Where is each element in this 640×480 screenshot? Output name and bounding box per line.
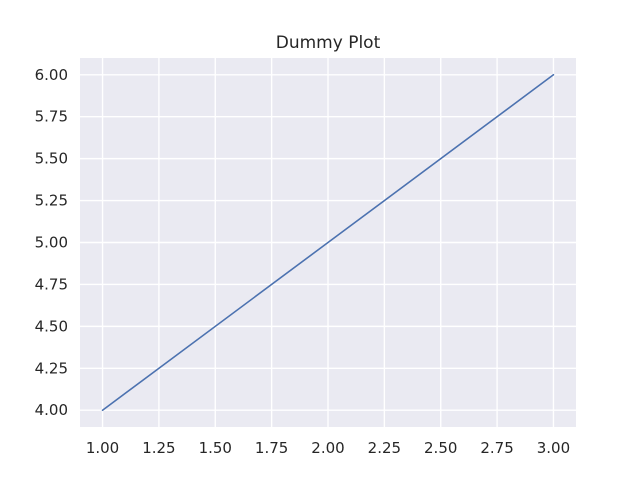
y-tick-label: 5.75 — [35, 108, 68, 126]
y-axis-ticks: 4.00 4.25 4.50 4.75 5.00 5.25 5.50 5.75 6.00 — [35, 66, 68, 419]
x-tick-label: 3.00 — [537, 439, 570, 457]
y-tick-label: 4.75 — [35, 275, 68, 293]
x-tick-label: 1.25 — [142, 439, 175, 457]
y-tick-label: 5.25 — [35, 192, 68, 210]
y-tick-label: 5.50 — [35, 150, 68, 168]
chart-title: Dummy Plot — [276, 33, 381, 53]
x-tick-label: 2.25 — [368, 439, 401, 457]
y-tick-label: 4.50 — [35, 317, 68, 335]
x-tick-label: 2.50 — [424, 439, 457, 457]
x-tick-label: 1.50 — [199, 439, 232, 457]
x-tick-label: 1.75 — [255, 439, 288, 457]
x-tick-label: 2.75 — [480, 439, 513, 457]
series-line — [101, 73, 555, 412]
y-tick-label: 4.25 — [35, 359, 68, 377]
y-tick-label: 4.00 — [35, 401, 68, 419]
x-tick-label: 1.00 — [86, 439, 119, 457]
series-layer — [101, 73, 555, 412]
x-axis-ticks: 1.00 1.25 1.50 1.75 2.00 2.25 2.50 2.75 3.00 — [86, 439, 570, 457]
y-tick-label: 6.00 — [35, 66, 68, 84]
y-tick-label: 5.00 — [35, 234, 68, 252]
x-tick-label: 2.00 — [311, 439, 344, 457]
